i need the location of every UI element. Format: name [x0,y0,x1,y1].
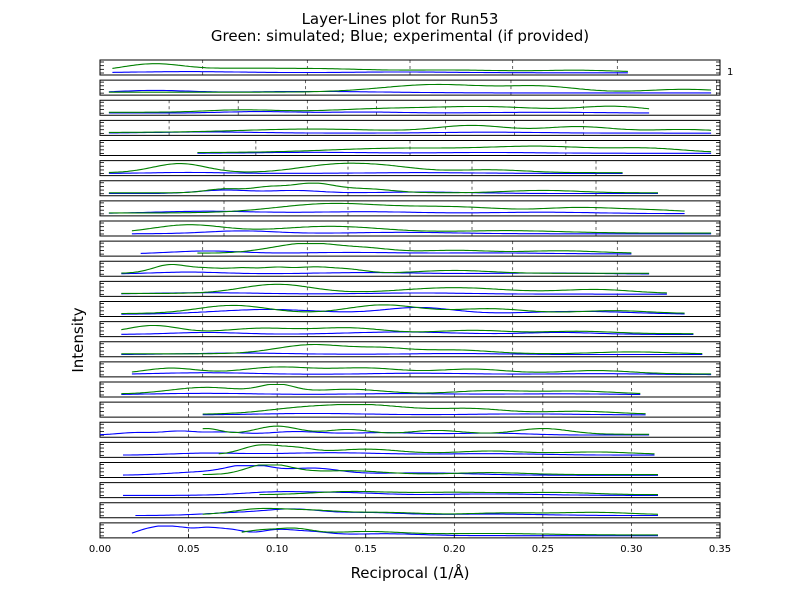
top-panel-label: 1 [727,67,733,78]
layer-line-panel [99,240,721,257]
layer-line-panel [99,260,721,277]
x-tick-label: 0.35 [709,544,731,555]
experimental-curve [112,71,628,74]
experimental-curve [123,491,658,496]
layer-line-panel [99,502,721,519]
layer-line-panel [99,401,721,418]
layer-line-panel [99,200,721,217]
simulated-curve [202,404,646,415]
layer-line-panel [99,421,721,438]
panel-frame [99,401,721,418]
simulated-curve [121,343,703,355]
layer-line-panel [99,79,721,96]
layer-line-panel [99,220,721,237]
layer-line-panel [99,482,721,499]
simulated-curve [131,366,712,375]
simulated-curve [202,464,658,476]
chart-title-line-1: Layer-Lines plot for Run53 [302,10,499,28]
x-tick-label: 0.10 [266,544,288,555]
experimental-curve [131,525,658,537]
x-tick-label: 0.25 [532,544,554,555]
panel-frame [99,502,721,519]
experimental-curve [108,210,685,215]
x-tick-label: 0.05 [177,544,199,555]
panel-frame [99,180,721,197]
x-axis-label: Reciprocal (1/Å) [351,563,470,582]
x-tick-label: 0.20 [443,544,465,555]
layer-line-panel [99,341,721,358]
simulated-curve [108,202,685,214]
simulated-curve [202,507,659,515]
layer-line-panel [99,59,721,76]
simulated-curve [112,63,628,72]
simulated-curve [197,145,712,154]
layer-line-panel [99,180,721,197]
panel-frame [99,119,721,136]
layer-line-panel [99,119,721,136]
experimental-curve [108,171,623,174]
simulated-curve [108,124,712,133]
simulated-curve [121,283,667,294]
layer-line-panel [99,160,721,177]
simulated-curve [121,263,650,274]
experimental-curve [108,111,650,114]
simulated-curve [197,243,632,254]
simulated-curve [131,224,712,234]
simulated-curve [108,162,623,174]
simulated-curve [108,105,650,113]
experimental-curve [131,372,712,376]
simulated-curve [121,383,641,395]
layer-line-panel [99,522,721,539]
experimental-curve [121,392,641,396]
layer-line-panel [99,361,721,378]
layer-line-panel [99,301,721,317]
layer-line-panel [99,441,721,458]
x-tick-label: 0.15 [355,544,377,555]
experimental-curve [108,131,712,134]
experimental-curve [99,430,650,436]
layer-line-panel [99,321,721,338]
layer-line-panel [99,99,721,116]
layer-line-panels [99,59,721,539]
panel-frame [99,482,721,499]
experimental-curve [140,250,632,255]
layer-line-panel [99,381,721,398]
x-axis: 0.00 0.05 0.10 0.15 0.20 0.25 0.30 0.35 [89,533,731,555]
y-axis-label: Intensity [69,307,87,372]
chart-title-line-2: Green: simulated; Blue; experimental (if… [211,27,589,45]
simulated-curve [259,490,658,496]
simulated-curve [108,83,712,93]
experimental-curve [202,412,646,416]
x-tick-label: 0.30 [620,544,642,555]
simulated-curve [108,182,658,194]
experimental-curve [123,452,655,456]
layer-line-panel [99,140,721,156]
simulated-curve [121,324,694,335]
simulated-curve [241,527,658,536]
experimental-curve [131,230,712,235]
simulated-curve [218,444,655,455]
layer-line-panel [99,462,721,478]
experimental-curve [121,292,667,295]
simulated-curve [121,304,685,315]
layer-line-panel [99,280,721,297]
experimental-curve [197,151,712,154]
x-tick-label: 0.00 [89,544,111,555]
simulated-curve [202,425,650,435]
